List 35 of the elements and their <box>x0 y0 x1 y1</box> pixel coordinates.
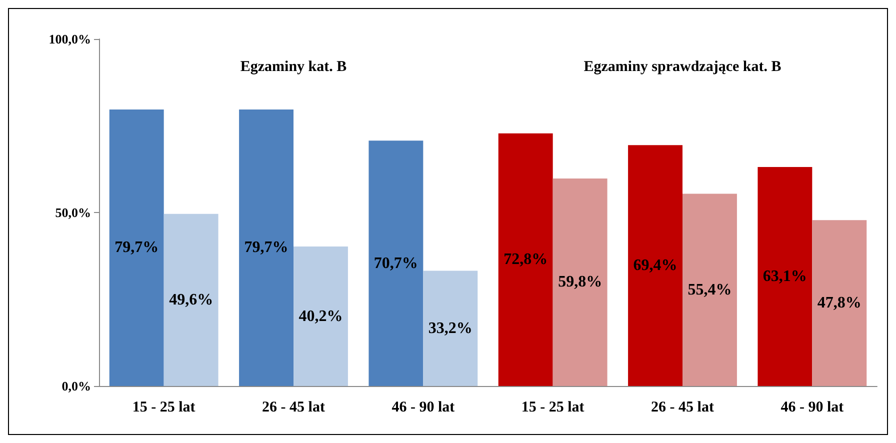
y-tick-label: 50,0% <box>55 205 91 220</box>
data-label: 79,7% <box>114 239 159 256</box>
bar <box>109 109 164 386</box>
x-tick-label: 46 - 90 lat <box>392 400 455 416</box>
x-tick-label: 15 - 25 lat <box>521 400 584 416</box>
data-label: 69,4% <box>633 257 678 274</box>
bar <box>368 140 424 386</box>
data-label: 47,8% <box>817 294 862 312</box>
data-label: 70,7% <box>374 254 418 272</box>
bar <box>628 145 682 386</box>
data-label: 33,2% <box>428 320 472 337</box>
x-tick-label: 26 - 45 lat <box>262 400 325 416</box>
data-label: 72,8% <box>504 251 548 268</box>
bar <box>498 133 553 386</box>
y-tick-label: 100,0% <box>48 32 91 46</box>
y-tick-label: 0,0% <box>62 378 91 394</box>
data-label: 63,1% <box>762 268 807 286</box>
data-label: 79,7% <box>244 239 288 256</box>
x-tick-label: 15 - 25 lat <box>132 400 196 416</box>
data-label: 59,8% <box>558 274 602 291</box>
x-tick-label: 26 - 45 lat <box>651 400 714 416</box>
data-label: 49,6% <box>169 291 214 308</box>
annotation: Egzaminy sprawdzające kat. B <box>584 59 782 75</box>
bar <box>423 270 478 386</box>
x-tick-label: 46 - 90 lat <box>780 400 844 416</box>
bar <box>294 246 348 386</box>
bar <box>552 178 608 386</box>
bar <box>812 220 867 386</box>
bar <box>758 167 812 386</box>
bar <box>164 214 218 386</box>
bar <box>239 109 294 386</box>
bar <box>682 194 737 386</box>
data-label: 40,2% <box>298 308 343 325</box>
data-label: 55,4% <box>688 281 732 298</box>
annotation: Egzaminy kat. B <box>240 59 347 75</box>
